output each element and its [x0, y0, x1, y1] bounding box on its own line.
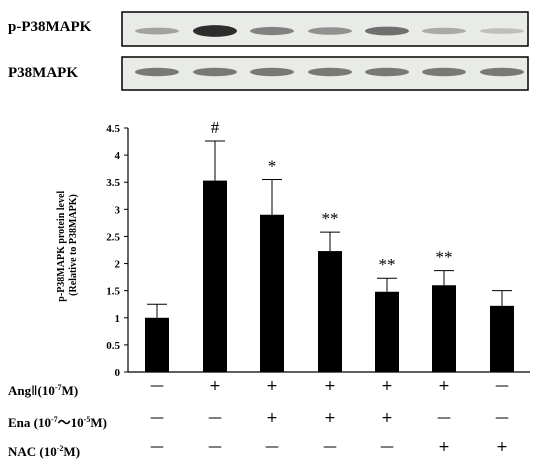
- treatment-mark: +: [209, 378, 221, 394]
- significance-mark: **: [436, 248, 453, 267]
- treatment-mark: +: [324, 410, 336, 426]
- treatment-label-nac: NAC (10-2M): [8, 444, 80, 459]
- treatment-mark: +: [496, 439, 508, 455]
- treatment-mark: —: [208, 439, 222, 455]
- treatment-mark: +: [266, 410, 278, 426]
- treatment-mark: —: [495, 410, 509, 426]
- treatment-mark: —: [150, 410, 164, 426]
- blot-panel-total: P38MAPK: [8, 56, 529, 91]
- y-tick-label: 0.5: [106, 340, 120, 352]
- treatment-label-ena: Ena (10-7～10-5M): [8, 415, 107, 430]
- blot-label-total: P38MAPK: [8, 65, 78, 81]
- y-tick-label: 0: [115, 367, 121, 379]
- treatment-mark: +: [324, 378, 336, 394]
- treatment-mark: —: [495, 378, 509, 394]
- y-tick-label: 2.5: [106, 231, 120, 243]
- blot-band: [365, 26, 409, 36]
- blot-band: [422, 27, 466, 35]
- y-tick-label: 2: [115, 259, 121, 271]
- y-tick-label: 1.5: [106, 286, 120, 298]
- blot-band: [422, 67, 466, 77]
- y-tick-label: 3: [115, 204, 121, 216]
- y-tick-label: 1: [115, 313, 121, 325]
- y-axis-label: p-P38MAPK protein level (Relative to P38…: [56, 188, 79, 301]
- blot-panel-phospho: p-P38MAPK: [8, 11, 529, 47]
- blot-band: [365, 67, 409, 77]
- treatment-mark: —: [265, 439, 279, 455]
- bar: [490, 305, 514, 372]
- treatment-mark: —: [208, 410, 222, 426]
- significance-mark: **: [322, 209, 339, 228]
- blot-band: [250, 26, 294, 36]
- treatment-mark: +: [266, 378, 278, 394]
- treatment-table: AngⅡ(10-7M) Ena (10-7～10-5M) NAC (10-2M)…: [8, 378, 509, 459]
- treatment-mark: —: [150, 378, 164, 394]
- treatment-mark: +: [438, 439, 450, 455]
- bar: [318, 251, 342, 372]
- significance-mark: *: [268, 157, 277, 176]
- blot-band: [193, 25, 237, 37]
- blot-band: [250, 67, 294, 77]
- y-tick-label: 3.5: [106, 177, 120, 189]
- blot-band: [135, 27, 179, 35]
- blot-band: [480, 67, 524, 77]
- bar: [203, 180, 227, 372]
- significance-mark: #: [211, 118, 220, 137]
- significance-mark: **: [379, 255, 396, 274]
- treatment-label-ang: AngⅡ(10-7M): [8, 383, 78, 398]
- treatment-mark: —: [150, 439, 164, 455]
- y-tick-label: 4: [115, 150, 121, 162]
- treatment-mark: —: [323, 439, 337, 455]
- blot-band: [135, 67, 179, 77]
- treatment-mark: —: [437, 410, 451, 426]
- blot-band: [193, 67, 237, 77]
- treatment-mark: +: [381, 410, 393, 426]
- blot-band: [308, 27, 352, 35]
- bar: [432, 285, 456, 372]
- y-tick-label: 4.5: [106, 123, 120, 135]
- treatment-mark: +: [381, 378, 393, 394]
- bar-chart: 00.511.522.533.544.5 #***** ** p-P38MAPK …: [56, 118, 530, 379]
- blot-band: [480, 28, 524, 34]
- bar: [145, 317, 169, 372]
- blot-label-phospho: p-P38MAPK: [8, 19, 92, 35]
- treatment-mark: +: [438, 378, 450, 394]
- blot-band: [308, 67, 352, 77]
- bar: [375, 291, 399, 372]
- bar: [260, 214, 284, 372]
- treatment-mark: —: [380, 439, 394, 455]
